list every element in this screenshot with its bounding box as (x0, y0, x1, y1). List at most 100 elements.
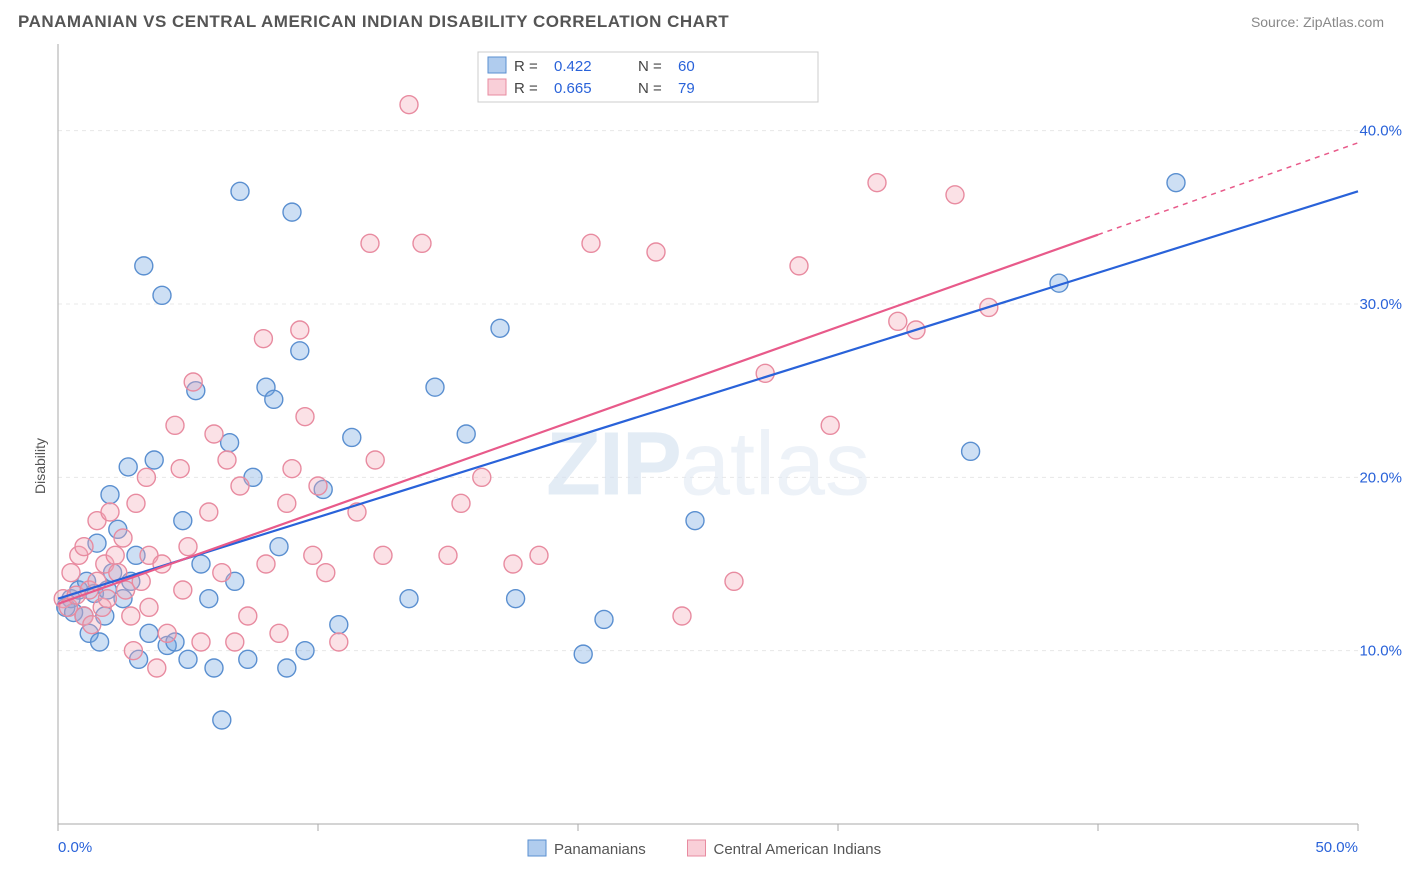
legend-swatch (528, 840, 546, 856)
data-point (291, 342, 309, 360)
ytick-label: 20.0% (1359, 469, 1402, 486)
data-point (124, 642, 142, 660)
data-point (213, 564, 231, 582)
data-point (231, 182, 249, 200)
data-point (239, 607, 257, 625)
data-point (200, 503, 218, 521)
data-point (127, 494, 145, 512)
legend-series-label: Panamanians (554, 841, 646, 858)
legend-series-label: Central American Indians (714, 841, 882, 858)
data-point (582, 234, 600, 252)
data-point (205, 659, 223, 677)
legend-r-value: 0.422 (554, 58, 592, 75)
data-point (218, 451, 236, 469)
data-point (140, 624, 158, 642)
data-point (504, 555, 522, 573)
data-point (330, 633, 348, 651)
trend-line (58, 235, 1098, 604)
data-point (145, 451, 163, 469)
data-point (400, 590, 418, 608)
data-point (962, 442, 980, 460)
data-point (426, 378, 444, 396)
ytick-label: 10.0% (1359, 643, 1402, 660)
data-point (265, 390, 283, 408)
data-point (868, 174, 886, 192)
data-point (226, 633, 244, 651)
y-axis-label: Disability (32, 438, 48, 494)
data-point (192, 633, 210, 651)
data-point (374, 546, 392, 564)
data-point (171, 460, 189, 478)
legend-n-label: N = (638, 58, 662, 75)
legend-r-label: R = (514, 58, 538, 75)
data-point (270, 624, 288, 642)
data-point (153, 286, 171, 304)
data-point (205, 425, 223, 443)
data-point (304, 546, 322, 564)
data-point (174, 512, 192, 530)
data-point (790, 257, 808, 275)
xtick-label: 50.0% (1315, 839, 1358, 856)
trend-line-extrapolated (1098, 143, 1358, 235)
data-point (179, 538, 197, 556)
legend-r-label: R = (514, 80, 538, 97)
data-point (889, 312, 907, 330)
ytick-label: 40.0% (1359, 123, 1402, 140)
data-point (1167, 174, 1185, 192)
chart-title: PANAMANIAN VS CENTRAL AMERICAN INDIAN DI… (18, 12, 729, 32)
source-label: Source: ZipAtlas.com (1251, 14, 1384, 30)
data-point (137, 468, 155, 486)
data-point (413, 234, 431, 252)
data-point (400, 96, 418, 114)
data-point (62, 564, 80, 582)
data-point (452, 494, 470, 512)
data-point (213, 711, 231, 729)
trend-line (58, 191, 1358, 598)
data-point (574, 645, 592, 663)
data-point (821, 416, 839, 434)
data-point (291, 321, 309, 339)
data-point (106, 546, 124, 564)
data-point (457, 425, 475, 443)
data-point (174, 581, 192, 599)
data-point (530, 546, 548, 564)
legend-r-value: 0.665 (554, 80, 592, 97)
data-point (309, 477, 327, 495)
legend-n-value: 60 (678, 58, 695, 75)
legend-swatch (688, 840, 706, 856)
data-point (257, 555, 275, 573)
data-point (317, 564, 335, 582)
data-point (296, 408, 314, 426)
data-point (283, 460, 301, 478)
scatter-chart: ZIPatlas10.0%20.0%30.0%40.0%0.0%50.0%R =… (18, 44, 1402, 888)
data-point (148, 659, 166, 677)
data-point (330, 616, 348, 634)
data-point (179, 650, 197, 668)
legend-swatch (488, 79, 506, 95)
data-point (140, 598, 158, 616)
data-point (296, 642, 314, 660)
ytick-label: 30.0% (1359, 296, 1402, 313)
data-point (200, 590, 218, 608)
data-point (270, 538, 288, 556)
data-point (158, 624, 176, 642)
data-point (231, 477, 249, 495)
data-point (166, 416, 184, 434)
data-point (122, 607, 140, 625)
data-point (725, 572, 743, 590)
data-point (673, 607, 691, 625)
data-point (184, 373, 202, 391)
data-point (135, 257, 153, 275)
data-point (366, 451, 384, 469)
data-point (101, 503, 119, 521)
bottom-legend: Panamanians Central American Indians (528, 840, 881, 858)
data-point (192, 555, 210, 573)
data-point (491, 319, 509, 337)
data-point (98, 590, 116, 608)
data-point (114, 529, 132, 547)
data-point (946, 186, 964, 204)
data-point (83, 616, 101, 634)
legend-swatch (488, 57, 506, 73)
data-point (361, 234, 379, 252)
data-point (278, 494, 296, 512)
